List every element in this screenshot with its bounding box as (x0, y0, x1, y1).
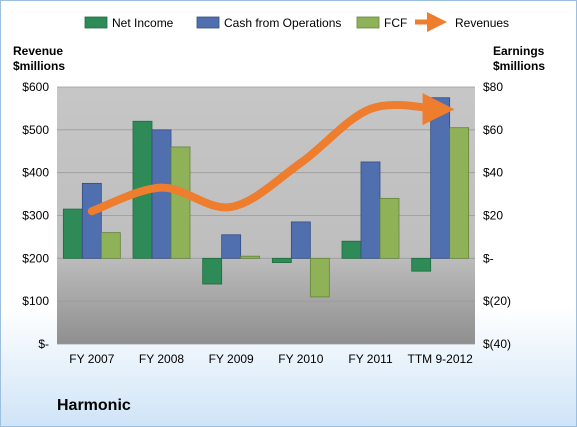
legend-swatch-fcf (356, 16, 380, 29)
right-axis-tick-label: $20 (483, 209, 503, 223)
left-axis-title-line1: Revenue (13, 44, 63, 58)
x-axis-tick-label: FY 2009 (209, 352, 254, 366)
bar-net-income (271, 257, 292, 264)
gridlines (57, 86, 475, 345)
legend-label-fcf: FCF (384, 16, 407, 30)
x-axis-tick-label: FY 2010 (278, 352, 323, 366)
right-axis-tick-label: $(20) (483, 294, 511, 308)
right-axis-tick-label: $(40) (483, 337, 511, 351)
right-axis-tick-label: $80 (483, 80, 503, 94)
bar-net-income (341, 240, 362, 259)
right-axis-tick-label: $- (483, 251, 494, 265)
right-axis-title-line2: $millions (493, 59, 545, 73)
bar-net-income (202, 257, 223, 285)
legend-label-revenues: Revenues (455, 16, 509, 30)
legend-swatch-net-income (84, 16, 108, 29)
bar-net-income (62, 208, 83, 259)
legend-swatch-cash-from-operations (196, 16, 220, 29)
revenue-line-group (87, 93, 455, 216)
bar-fcf (240, 255, 261, 259)
bar-cash-from-operations (290, 221, 311, 259)
legend: Net Income Cash from Operations FCF Reve… (84, 12, 509, 32)
left-axis-tick-label: $500 (22, 123, 49, 137)
bar-cash-from-operations (221, 234, 242, 259)
right-axis-tick-label: $40 (483, 166, 503, 180)
left-axis-tick-label: $600 (22, 80, 49, 94)
left-axis-tick-label: $- (38, 337, 49, 351)
x-axis-tick-labels: FY 2007 FY 2008 FY 2009 FY 2010 FY 2011 TTM 9… (69, 352, 473, 366)
legend-label-cash-from-operations: Cash from Operations (224, 16, 341, 30)
right-axis-tick-labels: $(40) $(20) $- $20 $40 $60 $80 (483, 80, 511, 351)
x-axis-tick-label: FY 2008 (139, 352, 184, 366)
bar-fcf (449, 127, 470, 259)
legend-label-net-income: Net Income (112, 16, 174, 30)
left-axis-tick-label: $100 (22, 294, 49, 308)
revenue-line (87, 93, 455, 216)
bar-cash-from-operations (151, 129, 172, 259)
bar-cash-from-operations (81, 182, 102, 259)
x-axis-tick-label: TTM 9-2012 (407, 352, 473, 366)
bar-fcf (170, 146, 191, 259)
bar-cash-from-operations (430, 97, 451, 259)
bar-fcf (309, 257, 330, 298)
left-axis-tick-label: $400 (22, 166, 49, 180)
company-name: Harmonic (57, 397, 131, 414)
left-axis-tick-label: $200 (22, 251, 49, 265)
x-axis-tick-label: FY 2011 (348, 352, 393, 366)
left-axis-tick-labels: $- $100 $200 $300 $400 $500 $600 (22, 80, 49, 351)
bar-fcf (100, 232, 121, 259)
bar-net-income (411, 257, 432, 272)
right-axis-tick-label: $60 (483, 123, 503, 137)
bar-cash-from-operations (360, 161, 381, 259)
left-axis-tick-label: $300 (22, 209, 49, 223)
left-axis-title-line2: $millions (13, 59, 65, 73)
bar-fcf (379, 197, 400, 259)
right-axis-title-line1: Earnings (493, 44, 545, 58)
x-axis-tick-label: FY 2007 (69, 352, 114, 366)
